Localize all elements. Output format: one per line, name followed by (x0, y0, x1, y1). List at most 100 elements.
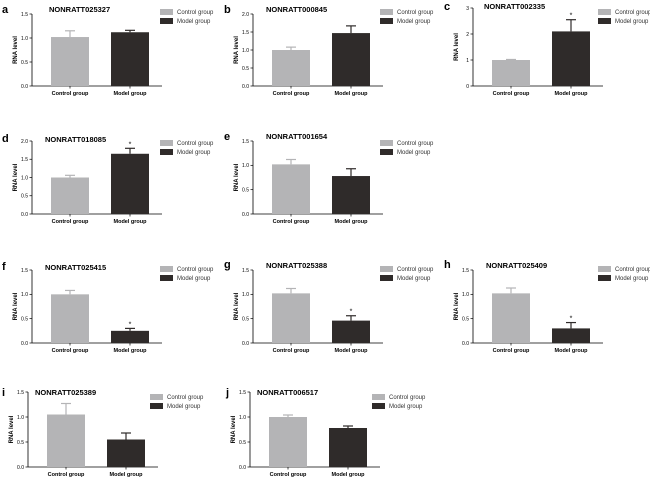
panel-letter: h (444, 259, 451, 271)
legend-label: Model group (615, 19, 649, 25)
x-tick-label: Model group (335, 348, 369, 354)
panel-letter: a (2, 4, 9, 16)
legend-swatch-control (598, 266, 611, 272)
x-tick-label: Model group (114, 348, 148, 354)
y-tick-label: 0.0 (242, 84, 249, 90)
y-tick-label: 0.0 (21, 212, 28, 218)
legend-label: Control group (615, 10, 650, 16)
panel-title: NONRATT025415 (45, 263, 106, 272)
panel-title: NONRATT025409 (486, 261, 547, 270)
significance-marker: * (129, 321, 132, 328)
x-tick-label: Model group (555, 91, 589, 97)
y-axis-label: RNA level (234, 36, 240, 64)
x-tick-label: Model group (110, 472, 144, 478)
bar-model (332, 176, 370, 214)
significance-marker: * (570, 13, 573, 20)
y-tick-label: 0.0 (462, 341, 469, 347)
y-tick-label: 1.5 (21, 268, 28, 274)
legend-swatch-control (160, 9, 173, 15)
chart-panel-j: j NONRATT006517 0.0 0.5 1.0 1.5 RNA level Contr… (225, 387, 426, 478)
legend-swatch-control (150, 394, 163, 400)
panel-letter: b (224, 4, 231, 16)
y-axis-label: RNA level (231, 415, 237, 443)
panel-letter: j (225, 387, 229, 399)
significance-marker: * (129, 141, 132, 148)
x-tick-label: Model group (332, 472, 366, 478)
legend-swatch-control (160, 140, 173, 146)
y-tick-label: 1.0 (21, 175, 28, 181)
y-tick-label: 0.5 (21, 60, 28, 66)
x-tick-label: Model group (114, 91, 148, 97)
bar-control (272, 293, 310, 343)
bar-control (269, 417, 307, 467)
y-tick-label: 0.0 (242, 341, 249, 347)
y-tick-label: 0.0 (21, 341, 28, 347)
bar-model (111, 32, 149, 86)
legend-label: Model group (397, 150, 431, 156)
legend-label: Model group (397, 19, 431, 25)
x-tick-label: Control group (273, 219, 310, 225)
significance-marker: * (350, 309, 353, 316)
panel-letter: d (2, 133, 9, 145)
panel-letter: g (224, 259, 231, 271)
y-tick-label: 0.5 (242, 187, 249, 193)
x-tick-label: Model group (114, 219, 148, 225)
legend-swatch-control (598, 9, 611, 15)
legend-swatch-model (598, 275, 611, 281)
legend-swatch-model (372, 403, 385, 409)
y-tick-label: 0 (466, 84, 469, 90)
legend-label: Control group (397, 267, 434, 273)
panel-title: NONRATT001654 (266, 132, 328, 141)
x-tick-label: Control group (52, 219, 89, 225)
x-tick-label: Control group (52, 348, 89, 354)
y-tick-label: 0.5 (21, 316, 28, 322)
y-tick-label: 1.5 (17, 390, 24, 396)
bar-model (111, 330, 149, 343)
y-tick-label: 1.0 (242, 163, 249, 169)
y-axis-label: RNA level (13, 163, 19, 191)
chart-panel-c: c NONRATT002335 0 1 2 3 RNA level Control group… (444, 1, 650, 97)
y-tick-label: 0.0 (239, 465, 246, 471)
bar-model (107, 439, 145, 467)
x-tick-label: Model group (555, 348, 589, 354)
legend-label: Model group (397, 276, 431, 282)
legend-swatch-model (150, 403, 163, 409)
chart-panel-h: h NONRATT025409 0.0 0.5 1.0 1.5 RNA level Contr… (444, 259, 650, 354)
y-tick-label: 2 (466, 32, 469, 38)
bar-control (272, 50, 310, 86)
legend-label: Control group (177, 267, 214, 273)
y-tick-label: 0.5 (462, 316, 469, 322)
legend-swatch-model (160, 18, 173, 24)
legend-label: Model group (389, 404, 423, 410)
y-tick-label: 1.5 (242, 139, 249, 145)
legend-label: Control group (397, 141, 434, 147)
legend-label: Control group (177, 10, 214, 16)
panel-title: NONRATT002335 (484, 2, 545, 11)
bar-control (51, 294, 89, 343)
y-tick-label: 0.5 (242, 316, 249, 322)
y-tick-label: 1.5 (21, 157, 28, 163)
legend-label: Model group (615, 276, 649, 282)
chart-panel-i: i NONRATT025389 0.0 0.5 1.0 1.5 RNA level Contr… (2, 387, 204, 478)
y-tick-label: 1.0 (242, 292, 249, 298)
y-tick-label: 0.5 (17, 440, 24, 446)
y-axis-label: RNA level (9, 415, 15, 443)
y-tick-label: 1.0 (239, 415, 246, 421)
y-tick-label: 0.5 (242, 66, 249, 72)
y-tick-label: 2.0 (21, 139, 28, 145)
panel-letter: c (444, 1, 450, 13)
y-tick-label: 1.0 (462, 292, 469, 298)
bar-model (552, 328, 590, 343)
y-axis-label: RNA level (454, 33, 460, 61)
legend-label: Control group (615, 267, 650, 273)
panel-letter: i (2, 387, 5, 399)
legend-label: Control group (389, 395, 426, 401)
bar-control (492, 293, 530, 343)
legend-swatch-control (160, 266, 173, 272)
y-tick-label: 0.0 (21, 84, 28, 90)
y-tick-label: 0.5 (239, 440, 246, 446)
x-tick-label: Control group (273, 348, 310, 354)
legend-swatch-control (380, 266, 393, 272)
legend-swatch-control (380, 140, 393, 146)
